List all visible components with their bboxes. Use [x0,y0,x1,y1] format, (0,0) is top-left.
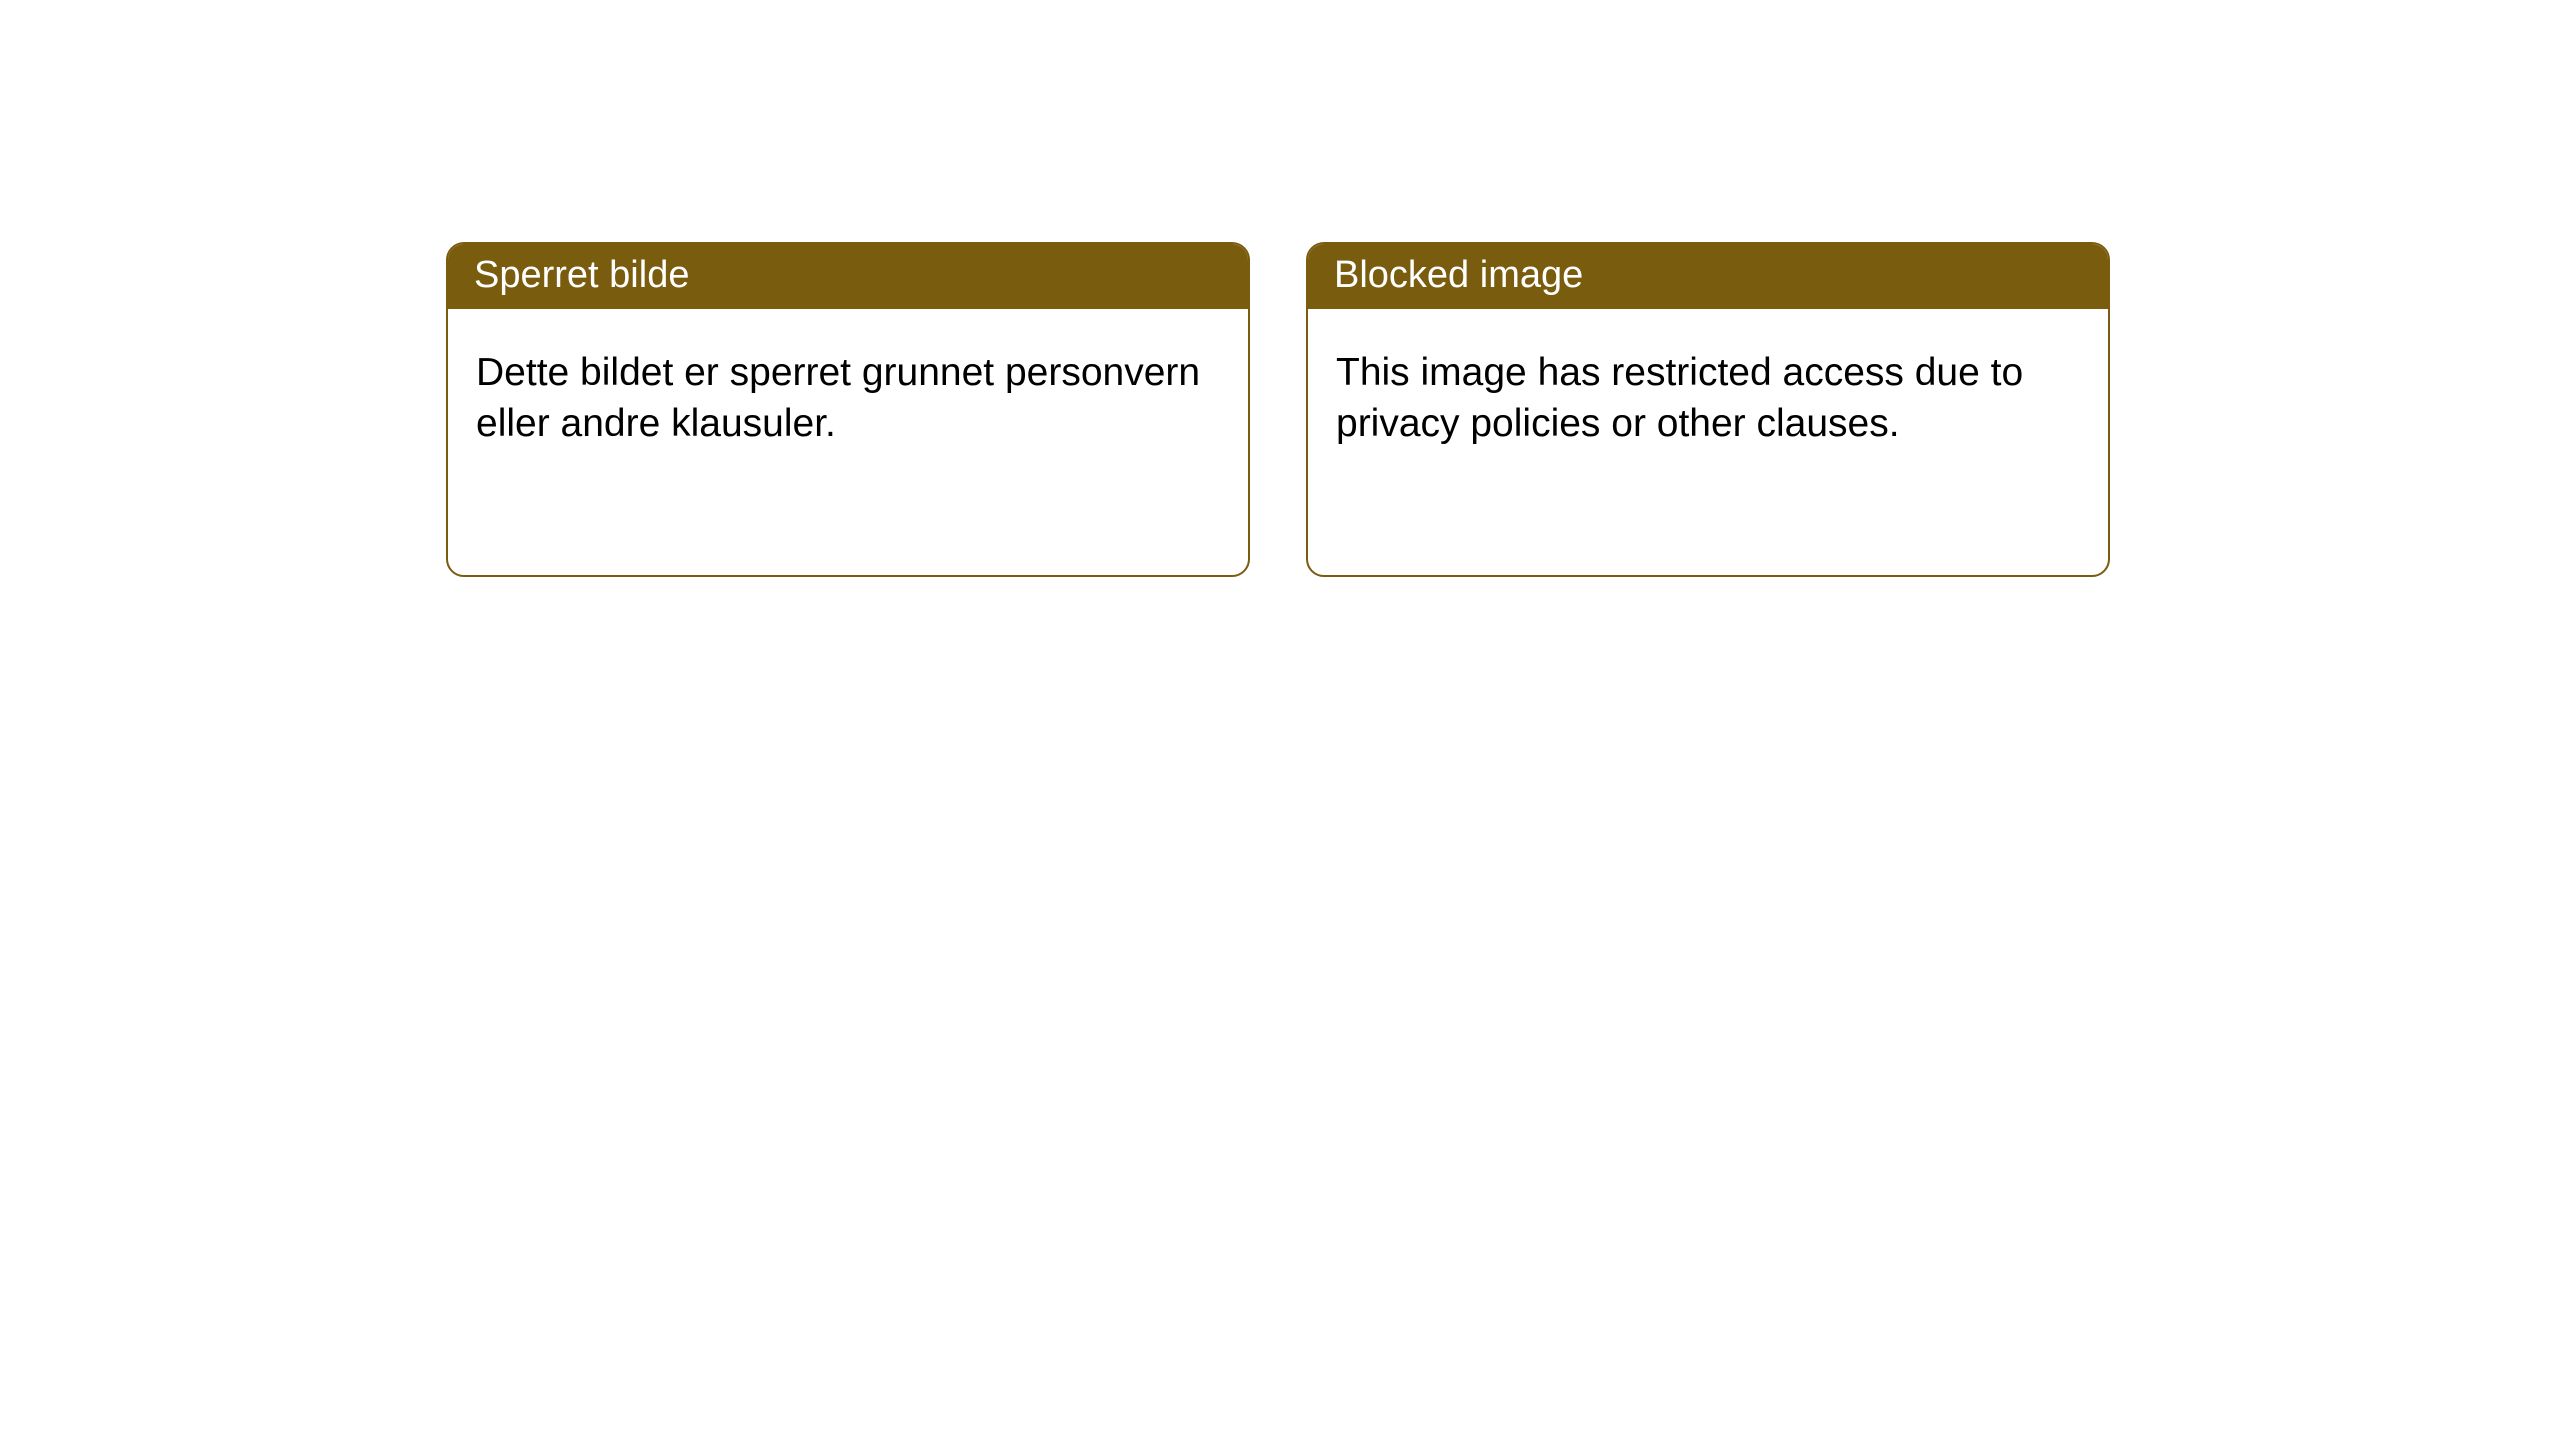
blocked-image-card-english: Blocked image This image has restricted … [1306,242,2110,577]
blocked-image-card-norwegian: Sperret bilde Dette bildet er sperret gr… [446,242,1250,577]
card-title: Sperret bilde [448,244,1248,309]
card-title: Blocked image [1308,244,2108,309]
notice-container: Sperret bilde Dette bildet er sperret gr… [0,0,2560,577]
card-body: This image has restricted access due to … [1308,309,2108,488]
card-body: Dette bildet er sperret grunnet personve… [448,309,1248,488]
